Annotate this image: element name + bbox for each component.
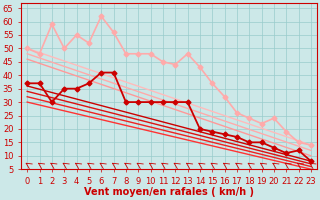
- X-axis label: Vent moyen/en rafales ( km/h ): Vent moyen/en rafales ( km/h ): [84, 187, 254, 197]
